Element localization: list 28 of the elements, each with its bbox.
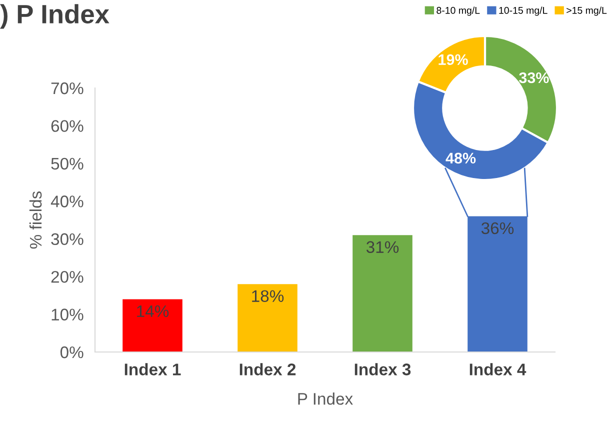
data-label: 14% — [137, 305, 169, 318]
y-tick-label: 40% — [50, 196, 84, 208]
x-tick-label: Index 3 — [354, 363, 411, 376]
x-axis-title: P Index — [298, 392, 353, 405]
y-tick-label: 50% — [51, 158, 84, 170]
y-tick-label: 70% — [51, 82, 84, 94]
data-label: 18% — [252, 290, 284, 302]
data-label: 31% — [366, 241, 399, 253]
x-tick-label: Index 4 — [470, 363, 526, 376]
data-label: 19% — [438, 54, 468, 66]
data-label: 48% — [446, 152, 476, 164]
y-axis-title: % fields — [29, 191, 42, 249]
legend-label: >15 mg/L — [566, 6, 607, 16]
y-tick-label: 10% — [52, 308, 84, 320]
y-tick-label: 30% — [51, 233, 84, 246]
legend-label: 8-10 mg/L — [436, 6, 480, 16]
legend-label: 10-15 mg/L — [499, 6, 548, 16]
bar — [238, 284, 298, 352]
y-tick-label: 0% — [60, 346, 84, 358]
x-tick-label: Index 1 — [124, 363, 181, 376]
data-label: 33% — [519, 72, 549, 84]
y-tick-label: 60% — [51, 120, 84, 132]
y-tick-label: 20% — [51, 270, 84, 283]
chart-title: ) P Index — [0, 4, 110, 29]
bar — [352, 235, 412, 352]
bar — [122, 299, 182, 352]
data-label: 36% — [481, 222, 514, 234]
x-tick-label: Index 2 — [240, 363, 296, 376]
